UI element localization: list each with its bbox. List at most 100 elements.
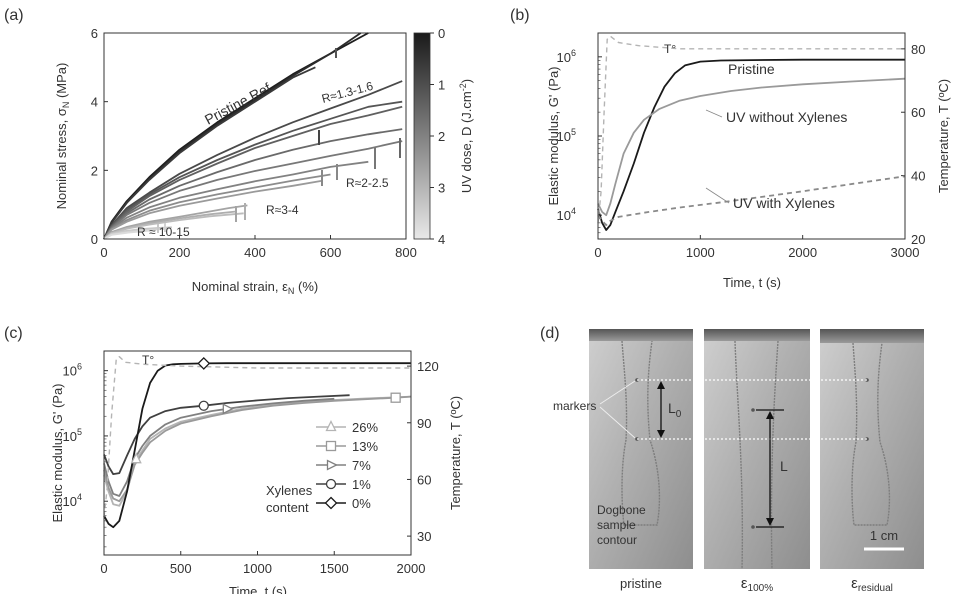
chart-c-y2tick-label: 30 xyxy=(417,529,431,544)
chart-a-colorbar-ticks: 0 1 2 3 4 xyxy=(430,26,445,247)
chart-b-y2tick-label: 80 xyxy=(911,42,925,57)
chart-c-marker-0pct xyxy=(197,357,211,370)
chart-c-ticks: 0 500 1000 1500 2000 104 105 106 30 60 90 120 xyxy=(63,350,439,576)
chart-b-label-pristine: Pristine xyxy=(728,61,775,77)
photo-panel: 1 cm L0 L markers Dogbone sample contour xyxy=(553,329,924,594)
chart-b-ytick-label: 104 xyxy=(557,206,576,223)
chart-c-legend-label: 26% xyxy=(352,420,378,435)
markers-leader-2 xyxy=(599,406,636,439)
chart-b-ytick-label: 106 xyxy=(557,48,576,65)
chart-a-colorbar-tick-label: 3 xyxy=(438,181,445,196)
chart-b-y2tick-label: 20 xyxy=(911,232,925,247)
chart-c-ytick-label: 105 xyxy=(63,427,82,444)
panel-letter-b: (b) xyxy=(510,7,530,24)
chart-c-legend-marker xyxy=(325,420,337,432)
chart-c-ylabel: Elastic modulus, G' (Pa) xyxy=(50,383,65,522)
chart-b-label-uv-without: UV without Xylenes xyxy=(726,109,847,125)
chart-c-legend-label: 13% xyxy=(352,439,378,454)
chart-c-xtick-label: 500 xyxy=(170,561,192,576)
caption-strained: ε100% xyxy=(741,575,773,594)
marker-dot-bottom-strained xyxy=(751,525,755,529)
chart-c-marker-13pct xyxy=(390,392,401,403)
chart-c-legend-label: 1% xyxy=(352,477,371,492)
chart-b-leader-uv-without xyxy=(705,109,723,118)
photo-residual: 1 cm xyxy=(820,329,924,569)
chart-a-xtick-label: 0 xyxy=(100,245,107,260)
chart-c-legend-marker xyxy=(325,478,337,490)
chart-c-legend-marker xyxy=(325,440,337,452)
chart-b-series xyxy=(597,35,906,231)
chart-c-legend-title-2: content xyxy=(266,500,309,515)
chart-a-ylabel: Nominal stress, σN (MPa) xyxy=(54,63,71,210)
chart-b-xlabel: Time, t (s) xyxy=(723,275,781,290)
chart-b-series-pristine xyxy=(597,58,905,231)
chart-a-ytick-label: 0 xyxy=(91,232,98,247)
chart-a-series-4 xyxy=(103,100,403,240)
chart-c-xtick-label: 1500 xyxy=(320,561,349,576)
chart-b-series-uv-with-xylenes xyxy=(597,175,906,227)
chart-a-xlabel: Nominal strain, εN (%) xyxy=(192,279,318,296)
chart-b-ytick-label: 105 xyxy=(557,127,576,144)
caption-residual: εresidual xyxy=(851,575,893,594)
chart-c: 0 500 1000 1500 2000 104 105 106 30 60 90 120 T° Xy… xyxy=(50,350,463,594)
dogbone-contour-strained xyxy=(734,340,779,570)
chart-a-ytick-label: 2 xyxy=(91,163,98,178)
chart-b-y2label: Temperature, T (ºC) xyxy=(936,79,951,193)
chart-b-series-uv-without-xylenes xyxy=(597,77,906,217)
panel-letter-c: (c) xyxy=(4,325,23,342)
chart-b-y2tick-label: 40 xyxy=(911,169,925,184)
chart-a-series-3 xyxy=(103,80,403,240)
chart-c-y2tick-label: 90 xyxy=(417,416,431,431)
chart-a-colorbar-tick-label: 4 xyxy=(438,232,445,247)
chart-c-series-0- xyxy=(103,362,411,529)
chart-c-y2tick-label: 60 xyxy=(417,472,431,487)
dogbone-contour-residual xyxy=(851,342,891,526)
chart-c-y2tick-label: 120 xyxy=(417,359,439,374)
chart-a-xtick-label: 600 xyxy=(320,245,342,260)
chart-c-legend-marker xyxy=(326,459,338,471)
chart-a-series-6 xyxy=(103,128,403,240)
chart-c-legend-label: 7% xyxy=(352,458,371,473)
chart-c-legend-label: 0% xyxy=(352,496,371,511)
scale-label: 1 cm xyxy=(870,528,898,543)
chart-c-marker-1pct xyxy=(198,400,209,411)
chart-a-colorbar-tick-label: 1 xyxy=(438,78,445,93)
chart-b-ylabel: Elastic modulus, G' (Pa) xyxy=(546,66,561,205)
chart-a-series-10 xyxy=(103,179,324,240)
chart-a-failure-marks xyxy=(157,48,401,233)
chart-c-marker-7pct xyxy=(222,403,234,415)
chart-c-legend: 26% 13% 7% 1% 0% xyxy=(316,420,378,511)
chart-a-annotation-r2: R≈2-2.5 xyxy=(346,176,389,190)
chart-a-xtick-label: 400 xyxy=(244,245,266,260)
chart-b-xtick-label: 3000 xyxy=(891,245,920,260)
chart-b-series-t- xyxy=(597,35,905,224)
chart-b-y2tick-label: 60 xyxy=(911,105,925,120)
chart-a-colorbar-label: UV dose, D (J.cm-2) xyxy=(458,79,474,193)
chart-c-frame xyxy=(103,350,412,556)
markers-label: markers xyxy=(553,399,596,413)
chart-a-annotation-r3: R≈3-4 xyxy=(266,203,299,217)
dogbone-contour-pristine xyxy=(621,340,661,526)
photo-strained xyxy=(704,329,810,570)
chart-c-legend-marker xyxy=(324,496,338,510)
chart-c-xlabel: Time, t (s) xyxy=(229,584,287,594)
chart-a-colorbar-tick-label: 0 xyxy=(438,26,445,41)
chart-c-xtick-label: 2000 xyxy=(397,561,426,576)
chart-a-ytick-label: 6 xyxy=(91,26,98,41)
chart-a-series xyxy=(103,32,403,240)
panel-letter-d: (d) xyxy=(540,325,560,342)
chart-c-series-13- xyxy=(103,395,412,503)
chart-b-xtick-label: 2000 xyxy=(788,245,817,260)
chart-b-label-uv-with: UV with Xylenes xyxy=(733,195,835,211)
chart-c-xtick-label: 0 xyxy=(100,561,107,576)
chart-c-series-1- xyxy=(103,394,350,476)
L0-label: L0 xyxy=(668,400,682,420)
chart-a-colorbar xyxy=(413,32,431,240)
chart-c-series xyxy=(103,356,412,529)
chart-c-temp-label: T° xyxy=(142,353,154,367)
chart-c-series-t- xyxy=(103,356,411,518)
chart-c-ytick-label: 104 xyxy=(63,492,82,509)
chart-c-series-7- xyxy=(103,397,335,497)
